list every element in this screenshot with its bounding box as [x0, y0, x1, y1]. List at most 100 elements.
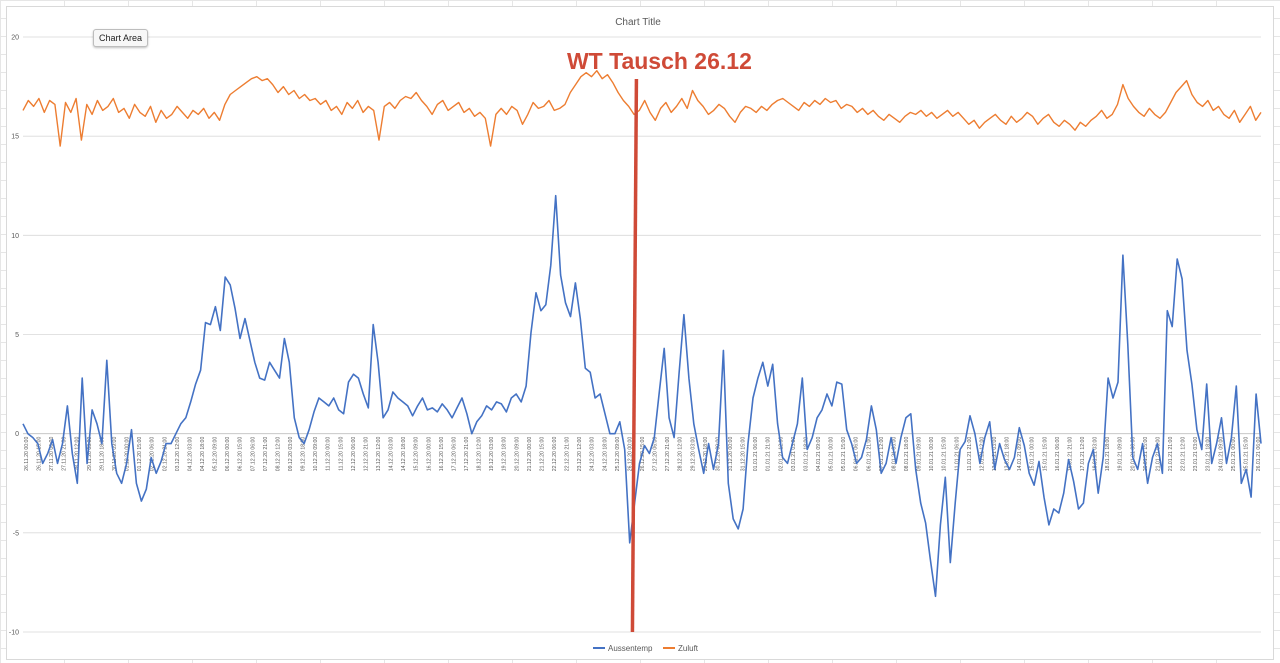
y-tick-label: 5: [15, 332, 19, 339]
x-tick-label: 22.12.20 06:00: [552, 437, 558, 472]
x-tick-label: 03.01.21 03:00: [791, 437, 797, 472]
x-tick-label: 21.12.20 00:00: [527, 437, 533, 472]
series-line-zuluft[interactable]: [22, 70, 1262, 147]
x-tick-label: 05.01.21 15:00: [841, 437, 847, 472]
legend-entry: Zuluft: [678, 644, 699, 653]
x-tick-label: 29.12.20 18:00: [703, 437, 709, 472]
x-tick-label: 29.11.20 03:00: [87, 437, 93, 471]
x-tick-label: 04.12.20 18:00: [200, 437, 206, 472]
x-tick-label: 05.01.21 00:00: [829, 437, 835, 472]
x-tick-label: 27.12.20 21:00: [665, 437, 671, 472]
x-tick-label: 11.01.21 21:00: [967, 437, 973, 471]
x-tick-label: 15.12.20 09:00: [414, 437, 420, 472]
x-tick-label: 15.01.21 15:00: [1042, 437, 1048, 472]
x-tick-label: 05.12.20 09:00: [213, 437, 219, 472]
legend[interactable]: Aussentemp Zuluft: [593, 644, 699, 653]
x-tick-label: 11.12.20 15:00: [338, 437, 344, 471]
x-tick-label: 25.01.21 15:00: [1243, 437, 1249, 472]
y-tick-label: 20: [11, 35, 19, 42]
x-tick-label: 22.12.20 21:00: [565, 437, 571, 472]
x-tick-label: 01.01.21 06:00: [753, 437, 759, 472]
x-tick-label: 24.01.21 09:00: [1218, 437, 1224, 472]
x-tick-label: 19.12.20 18:00: [502, 437, 508, 472]
x-tick-label: 04.01.21 09:00: [816, 437, 822, 472]
x-tick-label: 01.12.20 15:00: [137, 437, 143, 472]
x-tick-label: 31.12.20 15:00: [741, 437, 747, 472]
x-tick-label: 18.01.21 18:00: [1105, 437, 1111, 472]
x-tick-label: 11.01.21 06:00: [954, 437, 960, 471]
x-tick-label: 20.01.21 15:00: [1143, 437, 1149, 472]
x-tick-label: 30.11.20 09:00: [112, 437, 118, 471]
annotation-line: [630, 78, 639, 633]
x-tick-label: 12.12.20 06:00: [351, 437, 357, 472]
x-tick-label: 16.01.21 21:00: [1067, 437, 1073, 472]
x-tick-label: 10.01.21 15:00: [942, 437, 948, 472]
x-tick-label: 29.11.20 18:00: [99, 437, 105, 471]
x-tick-label: 17.12.20 21:00: [464, 437, 470, 472]
x-tick-label: 18.12.20 12:00: [477, 437, 483, 472]
y-tick-label: -10: [9, 630, 19, 637]
annotation-group: WT Tausch 26.12: [567, 48, 752, 633]
chart-area[interactable]: -10 -5 0 5 10 15 20 26.11.20 00:00 26.11.20 15:…: [6, 6, 1274, 660]
x-tick-label: 28.11.20 12:00: [74, 437, 80, 471]
x-tick-label: 08.12.20 12:00: [275, 437, 281, 472]
x-tick-label: 02.12.20 06:00: [150, 437, 156, 472]
x-tick-label: 25.12.20 09:00: [615, 437, 621, 472]
x-tick-label: 27.11.20 21:00: [62, 437, 68, 471]
x-tick-label: 06.12.20 00:00: [225, 437, 231, 472]
x-tick-label: 31.12.20 00:00: [728, 437, 734, 472]
series-line-aussentemp[interactable]: [22, 194, 1262, 598]
x-tick-label: 23.12.20 12:00: [577, 437, 583, 472]
x-tick-label: 26.12.20 00:00: [627, 437, 633, 472]
x-tick-label: 13.01.21 03:00: [992, 437, 998, 472]
x-tick-label: 16.12.20 15:00: [439, 437, 445, 472]
x-tick-label: 01.01.21 21:00: [766, 437, 772, 472]
x-tick-label: 13.12.20 12:00: [376, 437, 382, 472]
x-tick-label: 07.01.21 12:00: [879, 437, 885, 472]
x-tick-label: 15.01.21 00:00: [1030, 437, 1036, 472]
x-tick-label: 06.01.21 06:00: [854, 437, 860, 472]
x-tick-label: 17.12.20 06:00: [451, 437, 457, 472]
gridlines: [23, 36, 1261, 633]
x-tick-label: 23.01.21 18:00: [1206, 437, 1212, 472]
x-tick-label: 16.01.21 06:00: [1055, 437, 1061, 472]
x-tick-label: 23.01.21 03:00: [1193, 437, 1199, 472]
series-group: [22, 70, 1262, 598]
x-tick-label: 14.12.20 03:00: [389, 437, 395, 472]
x-tick-label: 02.12.20 21:00: [162, 437, 168, 472]
x-tick-label: 24.12.20 18:00: [602, 437, 608, 472]
x-tick-label: 10.12.20 09:00: [313, 437, 319, 472]
x-tick-label: 11.12.20 00:00: [326, 437, 332, 471]
x-tick-label: 19.12.20 03:00: [489, 437, 495, 472]
x-axis: 26.11.20 00:00 26.11.20 15:00 27.11.20 06:…: [24, 437, 1262, 472]
x-tick-label: 03.12.20 12:00: [175, 437, 181, 472]
x-tick-label: 24.12.20 03:00: [590, 437, 596, 472]
x-tick-label: 09.01.21 09:00: [917, 437, 923, 472]
x-tick-label: 09.12.20 18:00: [301, 437, 307, 472]
x-tick-label: 22.01.21 12:00: [1181, 437, 1187, 472]
x-tick-label: 09.12.20 03:00: [288, 437, 294, 472]
y-tick-label: -5: [13, 530, 19, 537]
x-tick-label: 14.12.20 18:00: [401, 437, 407, 472]
x-tick-label: 07.12.20 21:00: [263, 437, 269, 472]
x-tick-label: 13.01.21 18:00: [1005, 437, 1011, 472]
x-tick-label: 27.11.20 06:00: [49, 437, 55, 471]
x-tick-label: 08.01.21 18:00: [904, 437, 910, 472]
x-tick-label: 18.01.21 03:00: [1093, 437, 1099, 472]
x-tick-label: 06.12.20 15:00: [238, 437, 244, 472]
x-tick-label: 21.12.20 15:00: [539, 437, 545, 472]
legend-entry: Aussentemp: [608, 644, 653, 653]
x-tick-label: 25.01.21 00:00: [1231, 437, 1237, 472]
x-tick-label: 26.01.21 06:00: [1256, 437, 1262, 472]
x-tick-label: 30.12.20 09:00: [715, 437, 721, 472]
line-chart: -10 -5 0 5 10 15 20 26.11.20 00:00 26.11.20 15:…: [9, 17, 1262, 653]
x-tick-label: 17.01.21 12:00: [1080, 437, 1086, 472]
y-axis: -10 -5 0 5 10 15 20: [9, 35, 19, 637]
annotation-label: WT Tausch 26.12: [567, 48, 752, 74]
x-tick-label: 29.12.20 03:00: [690, 437, 696, 472]
x-tick-label: 19.01.21 09:00: [1118, 437, 1124, 472]
x-tick-label: 06.01.21 21:00: [866, 437, 872, 472]
x-tick-label: 03.01.21 18:00: [803, 437, 809, 472]
chart-title: Chart Title: [615, 17, 661, 28]
x-tick-label: 12.12.20 21:00: [363, 437, 369, 472]
